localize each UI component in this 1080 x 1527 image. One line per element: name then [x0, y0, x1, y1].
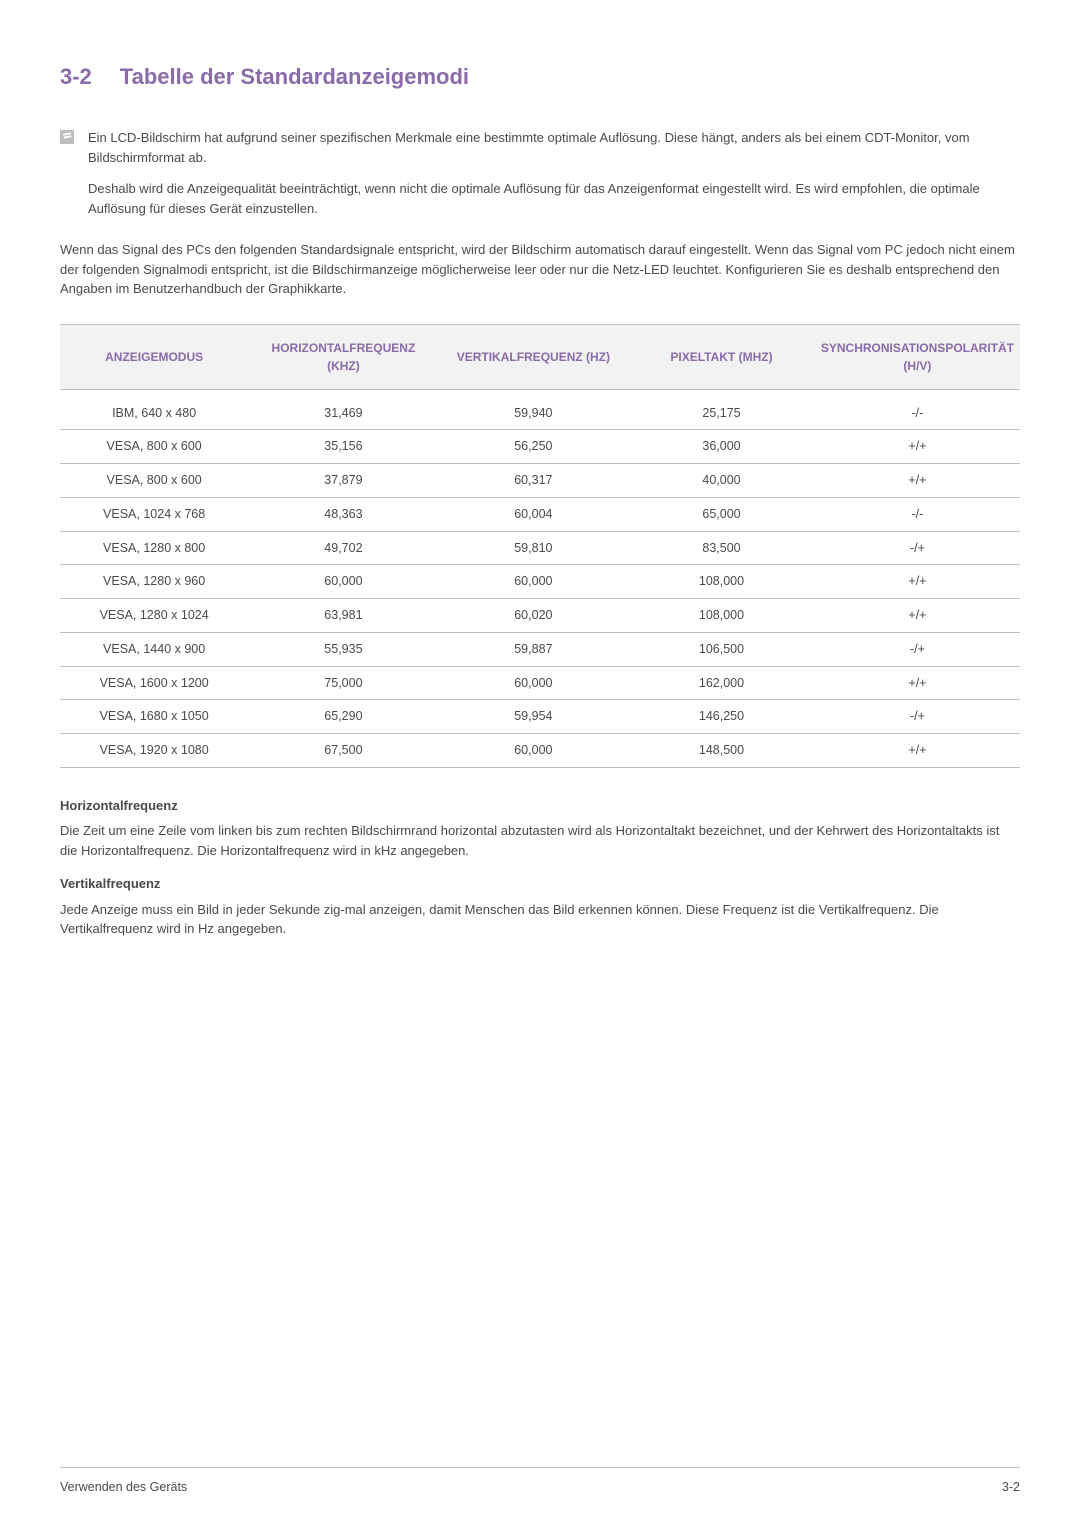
table-cell: +/+ — [815, 734, 1020, 768]
table-cell: 148,500 — [628, 734, 815, 768]
table-cell: 65,000 — [628, 497, 815, 531]
def-heading-hfreq: Horizontalfrequenz — [60, 796, 1020, 816]
table-cell: IBM, 640 x 480 — [60, 389, 248, 430]
table-cell: +/+ — [815, 666, 1020, 700]
table-cell: 108,000 — [628, 565, 815, 599]
note-icon — [60, 130, 74, 144]
table-row: VESA, 1440 x 90055,93559,887106,500-/+ — [60, 632, 1020, 666]
table-cell: 162,000 — [628, 666, 815, 700]
table-cell: 36,000 — [628, 430, 815, 464]
table-cell: VESA, 1920 x 1080 — [60, 734, 248, 768]
table-row: VESA, 1280 x 80049,70259,81083,500-/+ — [60, 531, 1020, 565]
col-pixclock: PIXELTAKT (MHZ) — [628, 324, 815, 389]
table-row: VESA, 1600 x 120075,00060,000162,000+/+ — [60, 666, 1020, 700]
table-cell: 63,981 — [248, 599, 438, 633]
table-cell: -/+ — [815, 632, 1020, 666]
table-cell: -/- — [815, 389, 1020, 430]
col-syncpol: SYNCHRONISATIONSPOLARITÄT (H/V) — [815, 324, 1020, 389]
table-header-row: ANZEIGEMODUS HORIZONTALFREQUENZ (KHZ) VE… — [60, 324, 1020, 389]
table-cell: +/+ — [815, 430, 1020, 464]
table-cell: VESA, 1280 x 800 — [60, 531, 248, 565]
section-heading: 3-2 Tabelle der Standardanzeigemodi — [60, 60, 1020, 93]
def-heading-vfreq: Vertikalfrequenz — [60, 874, 1020, 894]
table-cell: 59,887 — [439, 632, 629, 666]
table-cell: 146,250 — [628, 700, 815, 734]
table-row: IBM, 640 x 48031,46959,94025,175-/- — [60, 389, 1020, 430]
table-cell: 83,500 — [628, 531, 815, 565]
table-cell: 59,940 — [439, 389, 629, 430]
table-cell: 67,500 — [248, 734, 438, 768]
table-row: VESA, 800 x 60037,87960,31740,000+/+ — [60, 464, 1020, 498]
table-cell: VESA, 1600 x 1200 — [60, 666, 248, 700]
table-cell: +/+ — [815, 565, 1020, 599]
table-cell: VESA, 1280 x 1024 — [60, 599, 248, 633]
table-cell: -/+ — [815, 700, 1020, 734]
table-cell: 56,250 — [439, 430, 629, 464]
table-row: VESA, 1280 x 96060,00060,000108,000+/+ — [60, 565, 1020, 599]
col-mode: ANZEIGEMODUS — [60, 324, 248, 389]
col-vfreq: VERTIKALFREQUENZ (HZ) — [439, 324, 629, 389]
table-cell: +/+ — [815, 464, 1020, 498]
table-cell: 60,000 — [439, 666, 629, 700]
table-cell: 25,175 — [628, 389, 815, 430]
table-cell: VESA, 800 x 600 — [60, 430, 248, 464]
table-cell: 75,000 — [248, 666, 438, 700]
table-cell: 108,000 — [628, 599, 815, 633]
info-para-2: Deshalb wird die Anzeigequalität beeintr… — [88, 179, 1020, 218]
table-cell: VESA, 1280 x 960 — [60, 565, 248, 599]
table-cell: 55,935 — [248, 632, 438, 666]
table-row: VESA, 1024 x 76848,36360,00465,000-/- — [60, 497, 1020, 531]
def-text-vfreq: Jede Anzeige muss ein Bild in jeder Seku… — [60, 900, 1020, 939]
col-hfreq: HORIZONTALFREQUENZ (KHZ) — [248, 324, 438, 389]
table-cell: 60,000 — [439, 565, 629, 599]
table-cell: VESA, 1440 x 900 — [60, 632, 248, 666]
table-cell: 37,879 — [248, 464, 438, 498]
footer-left: Verwenden des Geräts — [60, 1478, 187, 1497]
def-text-hfreq: Die Zeit um eine Zeile vom linken bis zu… — [60, 821, 1020, 860]
display-modes-table: ANZEIGEMODUS HORIZONTALFREQUENZ (KHZ) VE… — [60, 324, 1020, 768]
table-cell: 35,156 — [248, 430, 438, 464]
table-row: VESA, 1680 x 105065,29059,954146,250-/+ — [60, 700, 1020, 734]
table-cell: VESA, 1024 x 768 — [60, 497, 248, 531]
table-cell: VESA, 1680 x 1050 — [60, 700, 248, 734]
table-cell: 60,317 — [439, 464, 629, 498]
table-cell: 60,020 — [439, 599, 629, 633]
table-cell: 65,290 — [248, 700, 438, 734]
page-footer: Verwenden des Geräts 3-2 — [60, 1467, 1020, 1497]
table-cell: +/+ — [815, 599, 1020, 633]
footer-right: 3-2 — [1002, 1478, 1020, 1497]
table-row: VESA, 1280 x 102463,98160,020108,000+/+ — [60, 599, 1020, 633]
table-cell: 60,000 — [248, 565, 438, 599]
info-text: Ein LCD-Bildschirm hat aufgrund seiner s… — [88, 128, 1020, 230]
table-body: IBM, 640 x 48031,46959,94025,175-/-VESA,… — [60, 389, 1020, 767]
table-cell: 49,702 — [248, 531, 438, 565]
info-para-1: Ein LCD-Bildschirm hat aufgrund seiner s… — [88, 128, 1020, 167]
table-cell: 106,500 — [628, 632, 815, 666]
table-row: VESA, 800 x 60035,15656,25036,000+/+ — [60, 430, 1020, 464]
info-block: Ein LCD-Bildschirm hat aufgrund seiner s… — [60, 128, 1020, 230]
table-cell: -/- — [815, 497, 1020, 531]
table-row: VESA, 1920 x 108067,50060,000148,500+/+ — [60, 734, 1020, 768]
table-cell: 59,810 — [439, 531, 629, 565]
table-cell: -/+ — [815, 531, 1020, 565]
table-cell: 48,363 — [248, 497, 438, 531]
table-cell: 59,954 — [439, 700, 629, 734]
table-cell: 60,004 — [439, 497, 629, 531]
table-cell: 60,000 — [439, 734, 629, 768]
table-cell: 40,000 — [628, 464, 815, 498]
table-cell: VESA, 800 x 600 — [60, 464, 248, 498]
section-number: 3-2 — [60, 64, 92, 89]
section-title: Tabelle der Standardanzeigemodi — [120, 64, 469, 89]
signal-paragraph: Wenn das Signal des PCs den folgenden St… — [60, 240, 1020, 299]
table-cell: 31,469 — [248, 389, 438, 430]
